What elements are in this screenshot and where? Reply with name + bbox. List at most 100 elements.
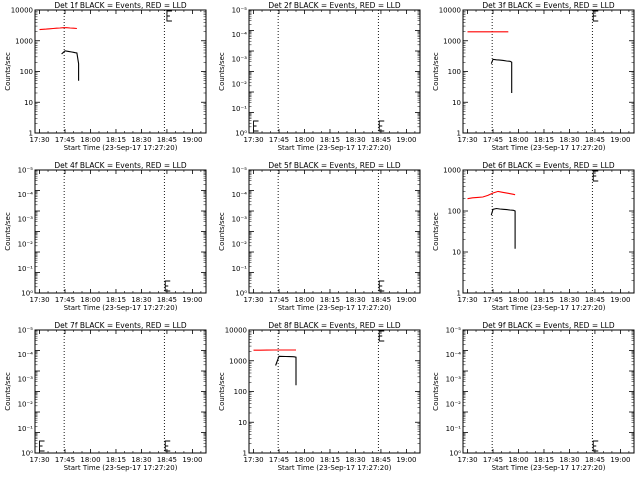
x-tick-label: 18:15 [320, 296, 340, 304]
y-axis-label: Counts/sec [4, 372, 12, 411]
y-tick-label: 10⁻² [232, 80, 248, 88]
x-axis-label: Start Time (23-Sep-17 17:27:20) [278, 144, 392, 152]
panel-det-2: Det 2f BLACK = Events, RED = LLD 17:30 17:… [218, 1, 421, 152]
plot-frame [462, 9, 635, 134]
y-tick-label: 10⁻³ [18, 376, 34, 384]
y-tick-label: 1000 [229, 357, 247, 365]
series-lld [39, 27, 77, 31]
x-tick-label: 18:15 [106, 136, 126, 144]
x-tick-label: 17:30 [243, 456, 263, 464]
plot-frame [462, 329, 635, 454]
series-events [275, 355, 297, 386]
x-tick-label: 18:00 [294, 296, 314, 304]
series-events [490, 58, 513, 93]
bottom-marker [378, 120, 385, 132]
y-tick-label: 1000 [443, 167, 461, 175]
y-tick-label: 10⁰ [449, 450, 461, 458]
x-tick-label: 18:45 [157, 136, 177, 144]
series-lld [467, 190, 516, 200]
y-tick-label: 10 [24, 99, 33, 107]
x-tick-label: 18:30 [559, 456, 579, 464]
panel-det-9: Det 9f BLACK = Events, RED = LLD 17:30 17:… [432, 321, 635, 472]
x-tick-label: 18:00 [294, 136, 314, 144]
y-tick-label: 10⁻² [18, 240, 34, 248]
y-tick-label: 10⁰ [21, 450, 33, 458]
plot-frame [248, 169, 421, 294]
panel-det-8: Det 8f BLACK = Events, RED = LLD 17:30 17:… [218, 321, 421, 472]
panel-det-5: Det 5f BLACK = Events, RED = LLD 17:30 17:… [218, 161, 421, 312]
top-marker [592, 10, 599, 22]
x-tick-label: 18:15 [106, 456, 126, 464]
top-marker [592, 170, 599, 182]
x-tick-label: 17:45 [483, 296, 503, 304]
x-axis-label: Start Time (23-Sep-17 17:27:20) [64, 304, 178, 312]
x-axis-label: Start Time (23-Sep-17 17:27:20) [278, 304, 392, 312]
bottom-marker [592, 440, 599, 452]
bottom-marker [253, 120, 259, 132]
x-tick-label: 17:45 [269, 136, 289, 144]
y-tick-label: 10⁻² [232, 240, 248, 248]
panel-title: Det 3f BLACK = Events, RED = LLD [482, 1, 615, 10]
x-tick-label: 17:30 [457, 296, 477, 304]
panel-det-6: Det 6f BLACK = Events, RED = LLD 17:30 17:… [432, 161, 635, 312]
y-tick-label: 100 [448, 208, 461, 216]
y-tick-label: 10⁻¹ [18, 265, 34, 273]
x-tick-label: 18:45 [371, 456, 391, 464]
y-axis-label: Counts/sec [4, 52, 12, 91]
x-tick-label: 19:00 [610, 296, 630, 304]
plot-frame [248, 329, 421, 454]
x-tick-label: 18:30 [131, 136, 151, 144]
y-tick-label: 10⁻⁵ [232, 7, 248, 15]
panel-title: Det 1f BLACK = Events, RED = LLD [54, 1, 187, 10]
y-axis-label: Counts/sec [4, 212, 12, 251]
x-tick-label: 18:15 [534, 456, 554, 464]
panel-title: Det 5f BLACK = Events, RED = LLD [268, 161, 401, 170]
series-events [490, 207, 516, 249]
panel-det-3: Det 3f BLACK = Events, RED = LLD 17:30 17:… [432, 1, 635, 152]
x-tick-label: 19:00 [182, 136, 202, 144]
x-tick-label: 19:00 [610, 136, 630, 144]
y-tick-label: 10⁻³ [232, 216, 248, 224]
x-tick-label: 17:30 [29, 456, 49, 464]
panel-det-1: Det 1f BLACK = Events, RED = LLD 17:30 17:… [4, 1, 207, 152]
y-tick-label: 10⁻⁴ [446, 351, 462, 359]
x-tick-label: 19:00 [396, 296, 416, 304]
x-axis-label: Start Time (23-Sep-17 17:27:20) [64, 144, 178, 152]
x-tick-label: 19:00 [610, 456, 630, 464]
x-tick-label: 17:30 [243, 136, 263, 144]
x-tick-label: 17:45 [55, 296, 75, 304]
y-tick-label: 10 [452, 99, 461, 107]
y-axis-label: Counts/sec [218, 372, 226, 411]
x-tick-label: 17:30 [457, 456, 477, 464]
y-tick-label: 10⁻³ [18, 216, 34, 224]
y-tick-label: 10 [452, 249, 461, 257]
x-tick-label: 17:45 [483, 456, 503, 464]
x-tick-label: 17:30 [29, 136, 49, 144]
x-tick-label: 18:00 [294, 456, 314, 464]
x-tick-label: 18:45 [371, 296, 391, 304]
x-tick-label: 18:45 [157, 296, 177, 304]
x-tick-label: 18:45 [371, 136, 391, 144]
y-tick-label: 10000 [11, 7, 33, 15]
y-tick-label: 10⁻⁵ [18, 327, 34, 335]
y-tick-label: 10⁻¹ [232, 265, 248, 273]
plot-frame [248, 9, 421, 134]
y-axis-label: Counts/sec [218, 212, 226, 251]
y-tick-label: 10⁻⁵ [232, 167, 248, 175]
x-tick-label: 17:45 [55, 456, 75, 464]
y-tick-label: 1000 [15, 37, 33, 45]
x-tick-label: 18:30 [131, 296, 151, 304]
x-tick-label: 18:30 [559, 136, 579, 144]
x-tick-label: 18:15 [320, 136, 340, 144]
y-tick-label: 1 [457, 290, 461, 298]
top-marker [166, 10, 172, 22]
y-tick-label: 10000 [439, 7, 461, 15]
x-tick-label: 18:15 [534, 296, 554, 304]
x-tick-label: 17:30 [29, 296, 49, 304]
y-axis-label: Counts/sec [218, 52, 226, 91]
y-tick-label: 10⁻⁴ [232, 31, 248, 39]
y-tick-label: 10⁻⁵ [18, 167, 34, 175]
y-tick-label: 10⁻¹ [446, 425, 462, 433]
top-marker [378, 330, 385, 342]
y-tick-label: 10⁻³ [232, 56, 248, 64]
